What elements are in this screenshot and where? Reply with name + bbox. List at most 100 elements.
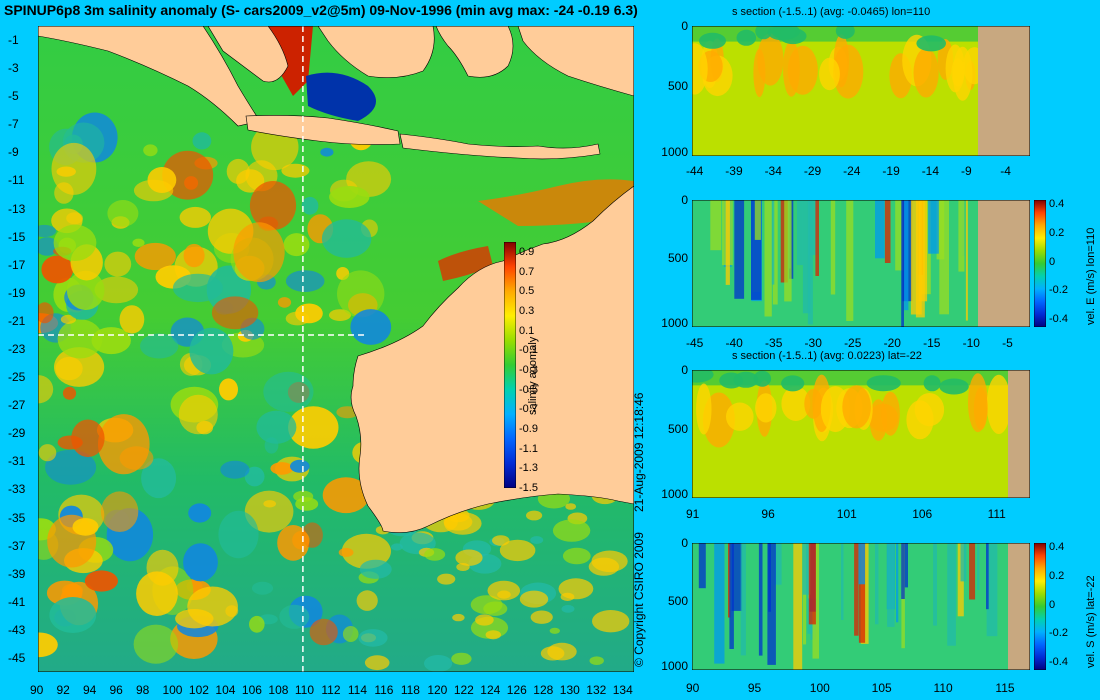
eddy <box>175 609 214 629</box>
eddy <box>38 302 54 324</box>
velocity-stripe <box>740 543 746 656</box>
map-colorbar-tick: -0.3 <box>519 364 538 376</box>
eddy <box>249 181 297 230</box>
map-colorbar-tick: -0.5 <box>519 383 538 396</box>
timestamp-text: 21-Aug-2009 12:18:46 <box>632 392 646 512</box>
section-colorbar-tick: -0.4 <box>1049 656 1068 668</box>
eddy <box>424 548 446 561</box>
eddy <box>61 583 83 598</box>
map-colorbar <box>504 242 516 488</box>
section-colorbar-tick: -0.2 <box>1049 284 1068 297</box>
eddy <box>451 652 472 665</box>
section-surface-blob <box>916 35 946 52</box>
eddy <box>452 613 465 622</box>
lat-tick-label: -43 <box>8 622 26 637</box>
lon-tick-label: 118 <box>400 683 420 697</box>
lat-tick-label: -3 <box>8 61 19 76</box>
java-landmass <box>245 115 401 145</box>
borneo-landmass <box>317 26 435 78</box>
velocity-stripe <box>947 543 956 646</box>
section-title: s section (-1.5..1) (avg: -0.0465) lon=1… <box>732 6 931 18</box>
velocity-stripe <box>969 543 976 600</box>
lat-tick-label: -7 <box>8 117 19 132</box>
velocity-stripe <box>815 200 819 276</box>
eddy <box>270 462 294 475</box>
lat-tick-label: -37 <box>8 538 26 553</box>
section-panel-2 <box>692 200 1030 327</box>
velocity-stripe <box>772 200 778 305</box>
velocity-stripe <box>918 200 928 302</box>
eddy <box>359 559 392 579</box>
lat-tick-label: -1 <box>8 33 19 48</box>
eddy <box>530 536 544 544</box>
lon-tick-label: 100 <box>162 683 183 697</box>
eddy <box>329 186 370 208</box>
section-x-tick-label: -25 <box>844 336 862 350</box>
eddy <box>249 615 265 633</box>
lon-tick-label: 124 <box>480 683 501 697</box>
eddy <box>256 410 297 444</box>
section-x-tick-label: -5 <box>1002 336 1013 350</box>
velocity-stripe <box>784 200 792 302</box>
velocity-stripe <box>887 543 895 627</box>
eddy <box>49 597 97 633</box>
velocity-stripe <box>960 543 967 582</box>
velocity-stripe <box>884 200 891 263</box>
section-colorbar-2 <box>1034 200 1046 327</box>
map-colorbar-tick: -1.3 <box>519 462 538 475</box>
section-surface-blob <box>699 32 726 49</box>
section-x-tick-label: -4 <box>1000 164 1011 178</box>
eddy <box>244 490 294 533</box>
section-blob <box>755 393 777 423</box>
eddy <box>329 309 351 321</box>
velocity-stripe <box>754 200 761 240</box>
copyright-text: © Copyright CSIRO 2009 <box>632 532 646 667</box>
section-colorbar-label: vel. S (m/s) lat=-22 <box>1085 575 1097 668</box>
eddy <box>251 581 274 595</box>
velocity-stripe <box>729 543 734 649</box>
lon-tick-label: 106 <box>241 683 262 697</box>
section-x-tick-label: -15 <box>923 336 941 350</box>
eddy <box>560 592 575 602</box>
velocity-stripe <box>768 543 771 612</box>
map-colorbar-tick: 0.3 <box>519 305 535 317</box>
section-colorbar-tick: 0 <box>1049 598 1056 611</box>
lon-tick-label: 102 <box>188 683 209 697</box>
section-blob <box>973 387 988 431</box>
eddy <box>38 375 54 404</box>
map-colorbar-tick: -1.1 <box>519 442 538 455</box>
eddy <box>283 233 310 257</box>
lat-tick-label: -9 <box>8 145 19 160</box>
velocity-stripe <box>774 543 782 585</box>
section-blob <box>842 385 871 429</box>
velocity-stripe <box>858 543 865 585</box>
section-land <box>978 26 1030 156</box>
eddy <box>211 296 259 330</box>
lat-tick-label: -31 <box>8 454 26 469</box>
lesser-sunda-islands <box>399 133 601 160</box>
eddy <box>292 531 310 550</box>
eddy <box>38 444 57 462</box>
low-salinity-patch <box>306 72 376 121</box>
lat-tick-label: -29 <box>8 426 26 441</box>
eddy <box>588 557 620 576</box>
lon-tick-label: 98 <box>135 683 150 697</box>
sumatra-landmass <box>38 26 261 127</box>
section-panel-3 <box>692 370 1030 498</box>
eddy <box>350 309 392 345</box>
eddy <box>104 251 132 277</box>
section-surface-blob <box>923 375 941 392</box>
section-colorbar-tick: -0.2 <box>1049 627 1068 640</box>
eddy <box>497 590 511 599</box>
section-x-tick-label: -35 <box>765 336 783 350</box>
section-x-tick-label: 106 <box>912 507 933 521</box>
figure-title: SPINUP6p8 3m salinity anomaly (S- cars20… <box>4 2 638 18</box>
eddy <box>146 549 179 586</box>
lon-tick-label: 126 <box>506 683 527 697</box>
eddy <box>143 144 158 157</box>
eddy <box>589 656 604 665</box>
salinity-map <box>38 26 634 672</box>
depth-tick-label: 500 <box>667 421 688 436</box>
velocity-stripe <box>728 543 731 618</box>
eddy <box>107 200 139 227</box>
